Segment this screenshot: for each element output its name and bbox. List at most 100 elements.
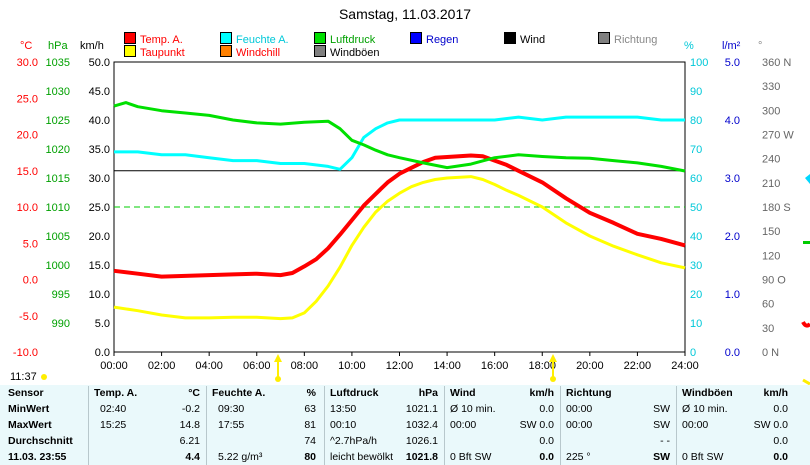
x-tick-label: 16:00 [481,360,509,372]
row-label: 11.03. 23:55 [8,451,67,463]
temp-cell-time: 15:25 [100,419,127,431]
row-label: MaxWert [8,419,52,431]
temp-axis-header: °C [20,40,33,52]
x-tick-label: 24:00 [671,360,699,372]
legend-label: Windböen [330,47,380,59]
hum-cell-time: 09:30 [218,403,245,415]
humidity-axis-header: % [684,40,694,52]
tick-label-direction_deg: 180 S [762,202,791,214]
x-tick-label: 12:00 [386,360,414,372]
tick-label-wind_kmh: 45.0 [89,86,110,98]
tick-label-humidity_pct: 30 [690,260,702,272]
legend-item-3: Feuchte A. [220,32,289,46]
tick-label-wind_kmh: 35.0 [89,144,110,156]
gust-header: Windböen [682,387,733,399]
legend-label: Wind [520,34,546,46]
tick-label-humidity_pct: 40 [690,231,702,243]
x-tick-label: 04:00 [195,360,223,372]
marker-sunrise [274,354,282,362]
x-tick-label: 10:00 [338,360,366,372]
rain-axis-header: l/m² [722,40,741,52]
marker-pressure [803,241,810,244]
dir-cell-value: SW [653,403,670,415]
tick-label-temp_c: 25.0 [17,93,38,105]
current-time: 11:37 [10,371,37,383]
hum-cell-value: 63 [304,403,316,415]
tick-label-temp_c: -5.0 [19,311,38,323]
tick-label-direction_deg: 0 N [762,347,779,359]
tick-label-wind_kmh: 10.0 [89,289,110,301]
tick-label-pressure_hpa: 1030 [46,86,70,98]
temp-cell-value: 4.4 [185,451,200,463]
temp-header: Temp. A. [94,387,138,399]
dir-cell-value: - - [660,435,670,447]
x-tick-label: 00:00 [100,360,128,372]
tick-label-humidity_pct: 10 [690,318,702,330]
tick-label-wind_kmh: 40.0 [89,115,110,127]
marker-humidity [805,174,810,184]
tick-label-pressure_hpa: 990 [52,318,70,330]
pressure-axis-header: hPa [48,40,68,52]
series-line-taupunkt [113,175,686,321]
row-label: MinWert [8,403,50,415]
series-line-luftdruck [113,101,686,173]
wind-cell-value: 0.0 [539,435,554,447]
tick-label-wind_kmh: 5.0 [95,318,110,330]
x-tick-label: 08:00 [291,360,319,372]
temp-unit: °C [188,387,200,399]
x-tick-label: 02:00 [148,360,176,372]
wind-cell-time: 00:00 [450,419,477,431]
legend-label: Temp. A. [140,34,183,46]
tick-label-humidity_pct: 0 [690,347,696,359]
table-separator [676,386,677,465]
tick-label-pressure_hpa: 995 [52,289,70,301]
weather-chart: 30.0 25.0 20.0 15.0 10.0 5.0 0.0 -5.0 -10.0 1035 1… [13,57,810,385]
legend-label: Richtung [614,34,658,46]
gust-cell-time: 00:00 [682,419,709,431]
tick-label-direction_deg: 120 [762,250,780,262]
chart-title: Samstag, 11.03.2017 [338,6,472,22]
series-line-feuchte-a- [114,115,685,171]
marker-sunset [549,354,557,362]
stats-table [0,385,810,465]
gust-cell-time: Ø 10 min. [682,403,728,415]
gust-cell-value: 0.0 [773,403,788,415]
temp-cell-time: 02:40 [100,403,127,415]
wind-axis-header: km/h [80,40,104,52]
dir-header: Richtung [566,387,612,399]
marker-now [41,374,47,380]
tick-label-direction_deg: 300 [762,105,780,117]
press-cell-value: 1026.1 [405,435,438,447]
press-cell-time: ^2.7hPa/h [330,435,377,447]
tick-label-humidity_pct: 100 [690,57,708,69]
tick-label-temp_c: 30.0 [17,57,38,69]
hum-cell-time: 5.22 g/m³ [218,451,263,463]
wind-cell-value: 0.0 [539,451,554,463]
tick-label-rain_lm2: 3.0 [725,173,740,185]
sensor-header: Sensor [8,387,44,399]
tick-label-direction_deg: 150 [762,226,780,238]
tick-label-wind_kmh: 50.0 [89,57,110,69]
wind-cell-time: Ø 10 min. [450,403,496,415]
legend-label: Feuchte A. [236,34,289,46]
hum-cell-value: 74 [304,435,316,447]
legend-item-5: Luftdruck [314,32,375,46]
tick-label-direction_deg: 30 [762,323,774,335]
tick-label-rain_lm2: 0.0 [725,347,740,359]
legend-swatch [124,32,136,44]
press-cell-time: 13:50 [330,403,357,415]
legend-swatch [314,32,326,44]
legend-item-8: Wind [504,32,546,46]
tick-label-wind_kmh: 25.0 [89,202,110,214]
wind-cell-time: 0 Bft SW [450,451,492,463]
legend-item-9: Richtung [598,32,658,46]
tick-label-temp_c: -10.0 [13,347,38,359]
wind-header: Wind [450,387,476,399]
press-unit: hPa [418,387,438,399]
tick-label-humidity_pct: 80 [690,115,702,127]
x-tick-label: 20:00 [576,360,604,372]
tick-label-rain_lm2: 2.0 [725,231,740,243]
legend-label: Regen [426,34,459,46]
tick-label-wind_kmh: 0.0 [95,347,110,359]
press-cell-value: 1021.1 [405,403,438,415]
